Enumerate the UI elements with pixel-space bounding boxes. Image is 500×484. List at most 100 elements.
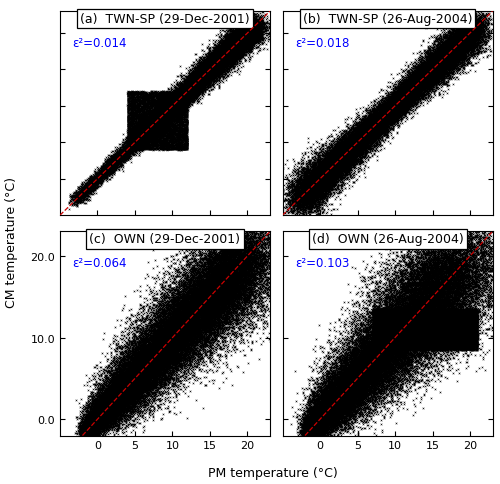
Point [204, 76, 212, 83]
Point [392, 96, 400, 104]
Point [210, 50, 218, 58]
Point [188, 87, 196, 94]
Point [442, 39, 450, 47]
Point [459, 310, 467, 318]
Point [164, 107, 172, 115]
Point [474, 334, 482, 342]
Point [194, 287, 202, 295]
Point [444, 46, 452, 54]
Point [252, 24, 260, 32]
Point [165, 345, 173, 352]
Point [200, 74, 208, 81]
Point [196, 267, 204, 275]
Point [126, 141, 134, 149]
Point [461, 45, 469, 52]
Point [124, 388, 132, 395]
Point [324, 414, 332, 422]
Point [451, 318, 459, 325]
Point [309, 197, 317, 205]
Point [136, 376, 143, 383]
Point [224, 278, 232, 286]
Point [240, 36, 248, 44]
Point [131, 403, 139, 411]
Point [344, 162, 351, 170]
Point [444, 30, 452, 38]
Point [228, 275, 236, 283]
Point [184, 299, 192, 306]
Point [128, 380, 136, 388]
Point [385, 360, 393, 367]
Point [313, 175, 321, 183]
Point [346, 145, 354, 152]
Point [246, 270, 254, 277]
Point [308, 420, 316, 428]
Point [156, 132, 164, 139]
Point [246, 237, 254, 245]
Point [401, 94, 409, 102]
Point [227, 247, 235, 255]
Point [127, 386, 135, 393]
Point [310, 384, 318, 392]
Point [410, 72, 418, 79]
Point [447, 48, 455, 56]
Point [388, 305, 396, 313]
Point [144, 348, 152, 355]
Point [214, 59, 222, 66]
Point [472, 320, 480, 328]
Point [445, 58, 453, 65]
Point [174, 93, 182, 101]
Point [449, 314, 457, 321]
Point [406, 85, 414, 92]
Point [202, 327, 210, 335]
Point [366, 135, 374, 143]
Point [434, 329, 442, 336]
Point [142, 332, 150, 339]
Point [442, 325, 450, 333]
Point [198, 76, 206, 84]
Point [229, 268, 237, 275]
Point [382, 293, 390, 301]
Point [472, 29, 480, 36]
Point [468, 35, 475, 43]
Point [374, 342, 382, 350]
Point [452, 288, 460, 296]
Point [326, 145, 334, 152]
Point [250, 37, 258, 45]
Point [134, 134, 142, 142]
Point [189, 84, 197, 92]
Point [400, 88, 408, 95]
Point [222, 50, 230, 58]
Point [217, 314, 225, 321]
Point [444, 306, 452, 314]
Point [448, 39, 456, 47]
Point [420, 53, 428, 61]
Point [112, 160, 120, 167]
Point [306, 424, 314, 432]
Point [213, 304, 221, 312]
Point [128, 373, 136, 380]
Point [416, 343, 424, 350]
Point [226, 29, 234, 36]
Point [397, 284, 405, 291]
Point [225, 235, 233, 242]
Point [218, 246, 226, 254]
Point [346, 152, 354, 160]
Point [166, 111, 174, 119]
Point [257, 249, 265, 257]
Point [178, 110, 186, 118]
Point [129, 131, 137, 138]
Point [189, 320, 197, 328]
Point [328, 382, 336, 390]
Point [153, 109, 161, 117]
Point [318, 390, 326, 398]
Point [159, 88, 167, 96]
Point [116, 156, 124, 164]
Point [244, 269, 252, 277]
Point [206, 67, 214, 75]
Point [184, 302, 192, 309]
Point [314, 169, 322, 177]
Point [396, 321, 404, 329]
Point [362, 350, 370, 358]
Point [316, 178, 324, 186]
Point [370, 347, 378, 355]
